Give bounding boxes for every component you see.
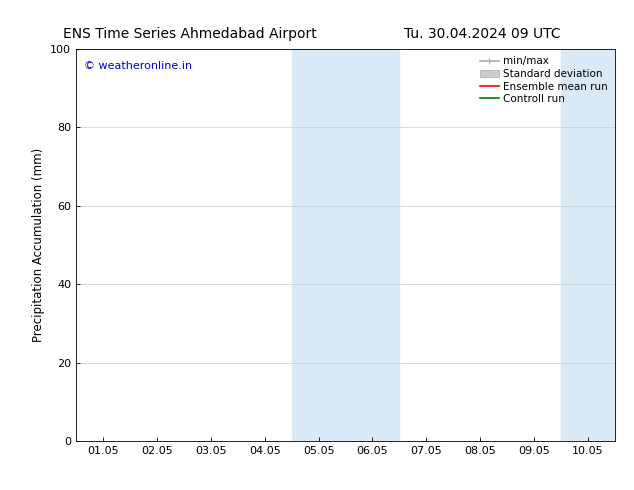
Bar <box>561 49 634 441</box>
Text: © weatheronline.in: © weatheronline.in <box>84 61 192 71</box>
Text: Tu. 30.04.2024 09 UTC: Tu. 30.04.2024 09 UTC <box>403 27 560 41</box>
Text: ENS Time Series Ahmedabad Airport: ENS Time Series Ahmedabad Airport <box>63 27 317 41</box>
Y-axis label: Precipitation Accumulation (mm): Precipitation Accumulation (mm) <box>32 148 44 342</box>
Bar <box>292 49 399 441</box>
Legend: min/max, Standard deviation, Ensemble mean run, Controll run: min/max, Standard deviation, Ensemble me… <box>478 54 610 106</box>
